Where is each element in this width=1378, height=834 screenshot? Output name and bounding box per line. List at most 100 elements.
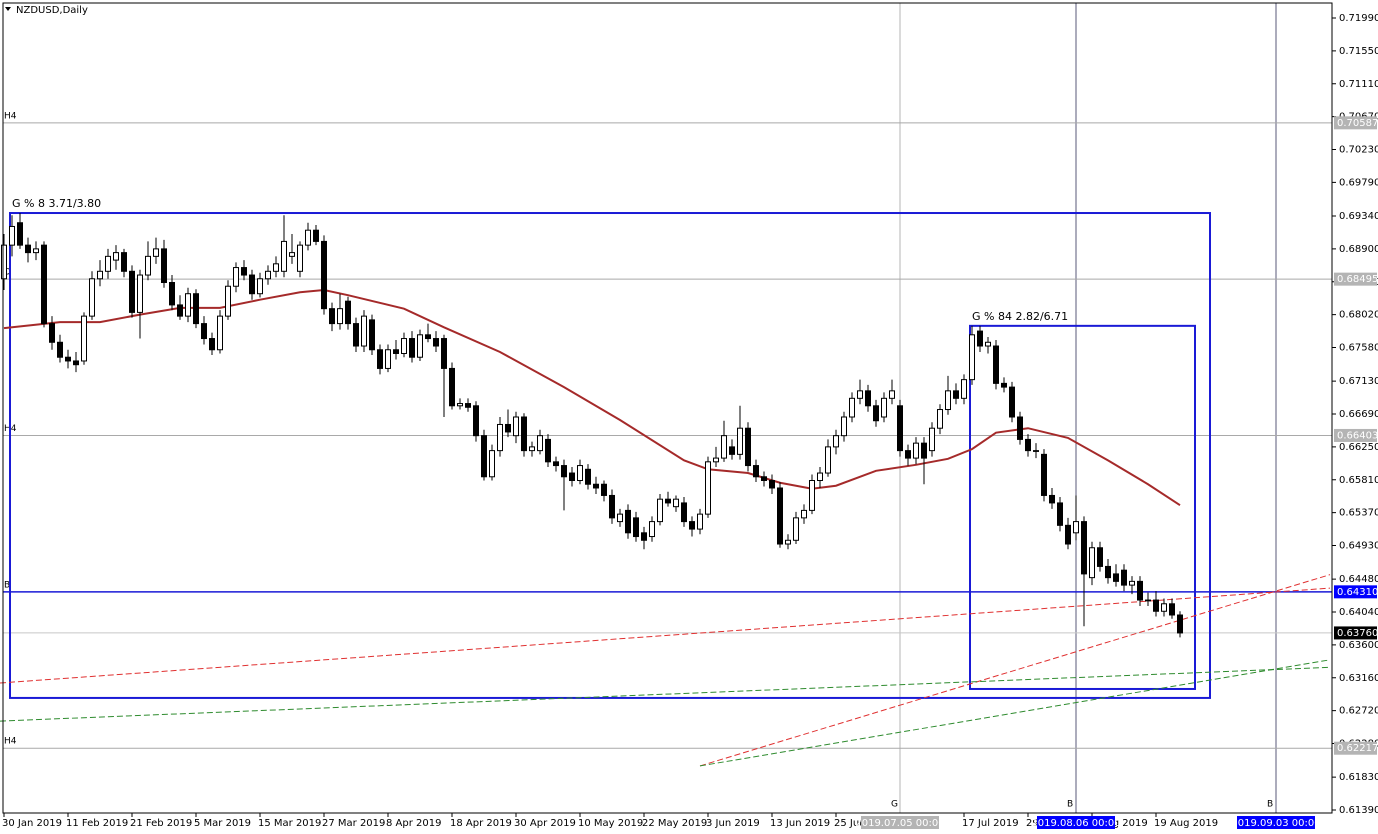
vertical-line-marker: B [1067, 800, 1073, 810]
plot-area: 0.719900.715500.711100.706700.702300.697… [0, 3, 1378, 829]
candle-body [817, 472, 823, 482]
candle-body [625, 509, 631, 534]
candle-body [665, 498, 671, 504]
trend-line [0, 666, 1331, 722]
candle-body [681, 502, 687, 523]
candle-body [489, 450, 495, 478]
candle-body [801, 509, 807, 519]
candle-body [57, 341, 63, 358]
candle-body [185, 293, 191, 317]
vertical-line-marker: B [1267, 800, 1273, 810]
y-tick-label: 0.64480 [1339, 574, 1378, 585]
candle-body [769, 480, 775, 489]
candle-body [737, 427, 743, 455]
candle-body [745, 427, 751, 467]
candle-body [633, 517, 639, 538]
x-tick-label: 30 Jan 2019 [2, 818, 62, 829]
x-tick-label: 8 Aug 2019 [1090, 818, 1148, 829]
candle-body [873, 405, 879, 422]
price-label-box [1334, 116, 1377, 130]
candle-body [945, 390, 951, 411]
candle-body [1009, 386, 1015, 418]
x-tick-label: 13 Jun 2019 [770, 818, 830, 829]
candle-body [17, 222, 23, 246]
price-label-box [1334, 741, 1377, 755]
candle-body [209, 338, 215, 351]
horizontal-line-label: B [4, 580, 10, 590]
candle-body [177, 304, 183, 317]
candle-body [217, 315, 223, 351]
candle-body [257, 278, 263, 295]
y-tick-label: 0.66690 [1339, 409, 1378, 420]
candle-body [809, 480, 815, 511]
candle-body [121, 252, 127, 272]
candle-body [345, 300, 351, 325]
price-label: 0.64310 [1337, 587, 1378, 598]
candle-body [73, 360, 79, 366]
candle-body [609, 494, 615, 519]
candle-body [97, 270, 103, 280]
x-tick-label: 15 Mar 2019 [258, 818, 321, 829]
menu-triangle [5, 7, 11, 11]
candle-body [793, 517, 799, 541]
candle-body [937, 409, 943, 429]
candle-body [329, 308, 335, 325]
horizontal-line-label: H4 [4, 111, 17, 121]
x-tick-label: 3 Jun 2019 [706, 818, 760, 829]
y-tick-label: 0.67580 [1339, 343, 1378, 354]
candle-body [673, 498, 679, 508]
y-tick-label: 0.62720 [1339, 706, 1378, 717]
candle-body [457, 403, 463, 407]
candle-body [881, 397, 887, 418]
candle-body [265, 270, 271, 280]
candle-body [433, 338, 439, 347]
candle-body [833, 435, 839, 448]
candle-body [281, 240, 287, 272]
y-tick-label: 0.64040 [1339, 607, 1378, 618]
y-tick-label: 0.63160 [1339, 673, 1378, 684]
candle-body [465, 403, 471, 408]
candle-body [25, 244, 31, 254]
candle-body [1081, 521, 1087, 575]
x-tick-label: 17 Jul 2019 [962, 818, 1019, 829]
candle-body [705, 461, 711, 515]
candle-body [297, 244, 303, 272]
candle-body [1073, 521, 1079, 534]
candle-body [721, 435, 727, 459]
candle-body [33, 248, 39, 254]
candle-body [497, 423, 503, 452]
rectangle [969, 324, 1196, 690]
candle-body [193, 293, 199, 325]
candle-body [617, 513, 623, 523]
candle-body [841, 416, 847, 437]
y-tick-label: 0.65370 [1339, 508, 1378, 519]
candle-body [1089, 547, 1095, 579]
candle-body [1177, 614, 1183, 634]
y-tick-label: 0.70230 [1339, 145, 1378, 156]
y-tick-label: 0.67130 [1339, 376, 1378, 387]
x-tick-label: 5 Mar 2019 [194, 818, 251, 829]
chart-title: NZDUSD,Daily [16, 5, 88, 16]
candle-body [241, 267, 247, 276]
candle-body [913, 442, 919, 459]
candle-body [561, 465, 567, 478]
candle-body [537, 435, 543, 452]
candle-body [585, 468, 591, 485]
x-tick-label: 30 Apr 2019 [514, 818, 576, 829]
horizontal-line-label: H4 [4, 737, 17, 747]
candle-body [1169, 603, 1175, 616]
candle-body [777, 487, 783, 545]
y-tick-label: 0.71550 [1339, 46, 1378, 57]
candle-body [521, 416, 527, 452]
candle-body [553, 461, 559, 467]
vertical-line-marker: G [891, 800, 898, 810]
candle-body [513, 416, 519, 437]
candle-body [449, 367, 455, 407]
x-tick-label: 11 Feb 2019 [66, 818, 128, 829]
date-label: 2019.07.05 00:00 [855, 818, 944, 829]
trend-line [699, 659, 1331, 767]
y-tick-label: 0.69790 [1339, 177, 1378, 188]
candle-body [89, 278, 95, 317]
candle-body [401, 338, 407, 354]
candle-body [657, 498, 663, 523]
